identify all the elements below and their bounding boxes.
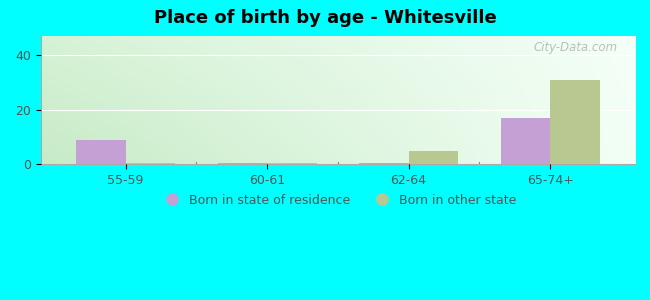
Bar [76,140,125,164]
Bar [500,118,550,164]
Legend: Born in state of residence, Born in other state: Born in state of residence, Born in othe… [154,189,521,212]
Text: Place of birth by age - Whitesville: Place of birth by age - Whitesville [153,9,497,27]
Bar [267,163,317,164]
Text: City-Data.com: City-Data.com [533,41,617,54]
Bar [409,151,458,164]
Bar [218,163,267,164]
Bar [125,163,175,164]
Bar [359,163,409,164]
Bar [550,80,599,164]
